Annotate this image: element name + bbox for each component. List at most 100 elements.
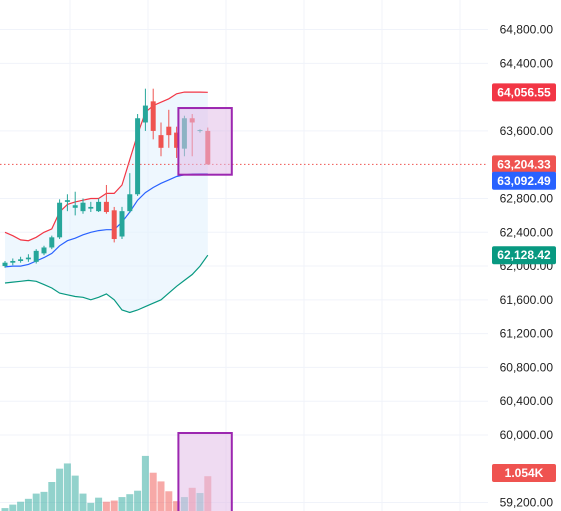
volume-bar xyxy=(157,481,165,511)
candle xyxy=(57,199,63,240)
candle xyxy=(111,206,117,243)
last-price-badge: 63,204.33 xyxy=(492,155,556,174)
candle-body xyxy=(96,201,102,212)
candle xyxy=(174,126,180,158)
volume-badge: 1.054K xyxy=(492,464,556,482)
candle-body xyxy=(57,202,63,238)
candle-body xyxy=(174,132,180,148)
volume-selection-box[interactable] xyxy=(177,432,233,511)
volume-bar xyxy=(40,491,48,511)
candle-body xyxy=(119,211,125,237)
candle xyxy=(119,206,125,240)
candle-body xyxy=(10,260,16,263)
candle xyxy=(158,122,164,157)
candle-body xyxy=(64,200,70,202)
candle xyxy=(166,109,172,148)
candle xyxy=(72,191,78,216)
volume-bar xyxy=(1,508,9,511)
candle xyxy=(80,198,86,214)
price-tick-label: 61,600.00 xyxy=(500,293,554,307)
volume-bar xyxy=(71,475,79,511)
price-tick-label: 61,200.00 xyxy=(500,327,554,341)
volume-bar xyxy=(118,497,126,511)
volume-bar xyxy=(134,490,142,511)
candle-body xyxy=(80,202,86,212)
price-badges: 64,056.55 63,204.33 63,092.49 62,128.42 1.05… xyxy=(492,83,556,482)
candle xyxy=(18,256,24,263)
selection-highlights[interactable] xyxy=(177,107,233,511)
upper-band-badge-text: 64,056.55 xyxy=(497,85,551,99)
candle-body xyxy=(72,205,78,208)
price-tick-label: 62,800.00 xyxy=(500,191,554,205)
lower-band-line xyxy=(4,254,209,314)
price-tick-label: 60,400.00 xyxy=(500,394,554,408)
volume-bar xyxy=(95,497,103,511)
volume-bar xyxy=(149,472,157,511)
price-tick-label: 60,800.00 xyxy=(500,360,554,374)
price-tick-label: 59,200.00 xyxy=(500,496,554,510)
price-selection-box[interactable] xyxy=(177,107,233,176)
candle-body xyxy=(135,118,141,195)
volume-bar xyxy=(48,482,56,511)
volume-bar xyxy=(126,494,134,511)
candle-body xyxy=(33,250,39,262)
candle xyxy=(33,249,39,264)
volume-bar xyxy=(87,502,95,511)
last-price-badge-bg xyxy=(492,155,556,174)
volume-badge-text: 1.054K xyxy=(505,466,544,480)
volume-bar xyxy=(32,493,40,511)
middle-band-badge-bg xyxy=(492,171,556,190)
candle-body xyxy=(150,101,156,131)
candle xyxy=(135,114,141,196)
candle-body xyxy=(127,194,133,212)
candle xyxy=(64,194,70,212)
candle xyxy=(127,173,133,213)
candle xyxy=(150,88,156,140)
volume-bar xyxy=(141,455,149,511)
middle-band-line xyxy=(4,173,208,268)
candle-body xyxy=(111,210,117,240)
middle-band-badge-text: 63,092.49 xyxy=(497,174,551,188)
volume-bar xyxy=(165,491,173,511)
candle-body xyxy=(166,126,172,136)
volume-bar xyxy=(17,501,25,511)
candle xyxy=(96,198,102,213)
last-price-badge-text: 63,204.33 xyxy=(497,157,551,171)
candle xyxy=(88,201,94,213)
price-tick-label: 64,800.00 xyxy=(500,23,554,37)
price-tick-label: 60,000.00 xyxy=(500,428,554,442)
candle-body xyxy=(41,247,47,254)
candle-body xyxy=(49,237,55,248)
candle xyxy=(25,254,31,262)
candle xyxy=(2,260,8,268)
volume-bar xyxy=(24,498,32,511)
volume-bar xyxy=(79,493,87,511)
price-tick-label: 63,600.00 xyxy=(500,124,554,138)
lower-band-badge-text: 62,128.42 xyxy=(497,248,551,262)
volume-bar xyxy=(63,463,71,511)
candle-body xyxy=(103,201,109,213)
candle xyxy=(41,245,47,256)
volume-bar xyxy=(9,504,17,511)
lower-band-badge-bg xyxy=(492,246,556,265)
candle-body xyxy=(2,262,8,267)
volume-histogram xyxy=(1,455,212,511)
candle xyxy=(103,184,109,214)
volume-bar xyxy=(110,500,118,511)
candle-body xyxy=(18,259,24,261)
candle-body xyxy=(88,206,94,209)
middle-band-badge: 63,092.49 xyxy=(492,171,556,190)
candle-body xyxy=(142,105,148,123)
volume-badge-bg xyxy=(492,464,556,482)
candle-body xyxy=(158,135,164,148)
volume-bar xyxy=(56,468,64,511)
price-tick-label: 62,400.00 xyxy=(500,225,554,239)
price-tick-label: 64,400.00 xyxy=(500,56,554,70)
candle-body xyxy=(25,257,31,260)
volume-bar xyxy=(173,501,181,511)
upper-band-badge-bg xyxy=(492,83,556,102)
volume-bar xyxy=(102,501,110,511)
candle xyxy=(10,258,16,266)
candle xyxy=(142,88,148,131)
